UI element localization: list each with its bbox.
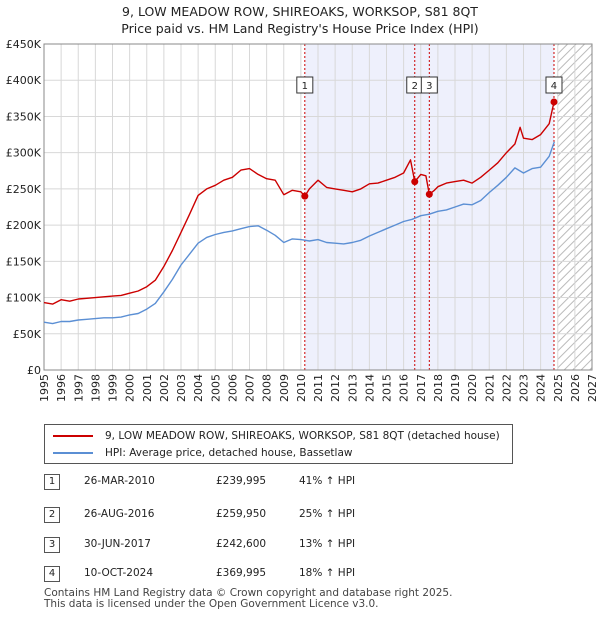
transaction-price: £242,600 (216, 538, 267, 550)
x-tick-label: 2007 (244, 374, 257, 402)
x-tick-label: 2015 (381, 374, 394, 402)
legend-label-property: 9, LOW MEADOW ROW, SHIREOAKS, WORKSOP, S… (105, 430, 500, 442)
sale-point-1 (301, 192, 309, 200)
plot-frame (43, 43, 593, 371)
transaction-number: 1 (44, 474, 60, 490)
x-tick-label: 1997 (72, 374, 85, 402)
x-tick-label: 2008 (261, 374, 274, 402)
x-tick-label: 2016 (398, 374, 411, 402)
transaction-date: 26-AUG-2016 (84, 508, 155, 520)
chart-title-line1: 9, LOW MEADOW ROW, SHIREOAKS, WORKSOP, S… (122, 4, 478, 19)
transaction-date: 26-MAR-2010 (84, 475, 155, 487)
price-paid-line (43, 101, 555, 305)
x-tick-label: 2005 (209, 374, 222, 402)
marker-box-1 (296, 76, 314, 94)
marker-label-1: 1 (302, 81, 308, 92)
footer: Contains HM Land Registry data © Crown c… (44, 588, 452, 610)
transaction-price: £239,995 (216, 475, 267, 487)
x-tick-label: 2024 (535, 374, 548, 402)
transaction-number: 3 (44, 537, 60, 553)
x-tick-label: 2023 (518, 374, 531, 402)
x-tick-label: 2006 (226, 374, 239, 402)
x-tick-label: 2002 (158, 374, 171, 402)
marker-box-3 (420, 76, 438, 94)
x-tick-label: 2011 (312, 374, 325, 402)
transaction-date: 10-OCT-2024 (84, 567, 153, 579)
transaction-hpi: 18% ↑ HPI (299, 567, 356, 579)
chart-title-line2: Price paid vs. HM Land Registry's House … (121, 21, 479, 36)
x-tick-label: 2012 (329, 374, 342, 402)
transaction-price: £369,995 (216, 567, 267, 579)
x-tick-label: 1996 (55, 374, 68, 402)
transaction-price: £259,950 (216, 508, 267, 520)
y-tick-label: £400K (6, 74, 42, 87)
x-tick-label: 2009 (278, 374, 291, 402)
y-tick-label: £300K (6, 147, 42, 160)
chart-title: 9, LOW MEADOW ROW, SHIREOAKS, WORKSOP, S… (0, 3, 600, 37)
x-tick-label: 2001 (141, 374, 154, 402)
x-tick-label: 2021 (483, 374, 496, 402)
table-row: 2 26-AUG-2016 £259,950 25% ↑ HPI (44, 507, 424, 523)
x-tick-label: 2019 (449, 374, 462, 402)
ownership-shading (304, 44, 554, 370)
transaction-hpi: 41% ↑ HPI (299, 475, 356, 487)
x-tick-label: 2026 (569, 374, 582, 402)
x-tick-label: 2018 (432, 374, 445, 402)
x-tick-label: 2022 (500, 374, 513, 402)
x-tick-label: 2020 (466, 374, 479, 402)
table-row: 4 10-OCT-2024 £369,995 18% ↑ HPI (44, 566, 424, 582)
x-tick-label: 2000 (124, 374, 137, 402)
footer-line1: Contains HM Land Registry data © Crown c… (44, 587, 453, 599)
marker-label-4: 4 (551, 81, 557, 92)
transaction-hpi: 25% ↑ HPI (299, 508, 356, 520)
price-chart: £0 £50K £100K £150K £200K £250K £300K £350K £400… (6, 38, 599, 402)
sale-point-4 (550, 98, 558, 106)
transaction-hpi: 13% ↑ HPI (299, 538, 356, 550)
x-tick-label: 2017 (415, 374, 428, 402)
x-tick-label: 2025 (552, 374, 565, 402)
marker-label-2: 2 (412, 81, 418, 92)
x-tick-label: 1995 (38, 374, 51, 402)
legend-swatch-property (53, 435, 93, 437)
x-tick-label: 2014 (363, 374, 376, 402)
x-tick-label: 1999 (107, 374, 120, 402)
y-tick-label: £100K (6, 292, 42, 305)
y-tick-label: £450K (6, 38, 42, 51)
x-tick-label: 1998 (89, 374, 102, 402)
table-row: 3 30-JUN-2017 £242,600 13% ↑ HPI (44, 537, 424, 553)
sale-point-3 (425, 190, 433, 198)
y-tick-label: £250K (6, 183, 42, 196)
x-tick-label: 2010 (295, 374, 308, 402)
hpi-line (43, 141, 555, 325)
table-row: 1 26-MAR-2010 £239,995 41% ↑ HPI (44, 474, 424, 490)
y-tick-label: £50K (13, 328, 42, 341)
y-tick-label: £0 (27, 364, 41, 377)
sale-point-2 (411, 178, 419, 186)
legend-label-hpi: HPI: Average price, detached house, Bass… (105, 447, 353, 459)
y-tick-label: £350K (6, 110, 42, 123)
x-tick-label: 2004 (192, 374, 205, 402)
marker-label-3: 3 (426, 81, 432, 92)
marker-box-4 (545, 76, 563, 94)
y-tick-label: £200K (6, 219, 42, 232)
transaction-number: 4 (44, 566, 60, 582)
legend-item-property: 9, LOW MEADOW ROW, SHIREOAKS, WORKSOP, S… (53, 429, 500, 443)
x-tick-label: 2013 (346, 374, 359, 402)
transaction-number: 2 (44, 507, 60, 523)
x-tick-label: 2003 (175, 374, 188, 402)
x-tick-label: 2027 (586, 374, 599, 402)
transaction-date: 30-JUN-2017 (84, 538, 151, 550)
footer-line2: This data is licensed under the Open Gov… (44, 598, 379, 610)
legend-swatch-hpi (53, 452, 93, 454)
legend: 9, LOW MEADOW ROW, SHIREOAKS, WORKSOP, S… (44, 424, 513, 464)
y-tick-label: £150K (6, 255, 42, 268)
legend-item-hpi: HPI: Average price, detached house, Bass… (53, 446, 352, 460)
